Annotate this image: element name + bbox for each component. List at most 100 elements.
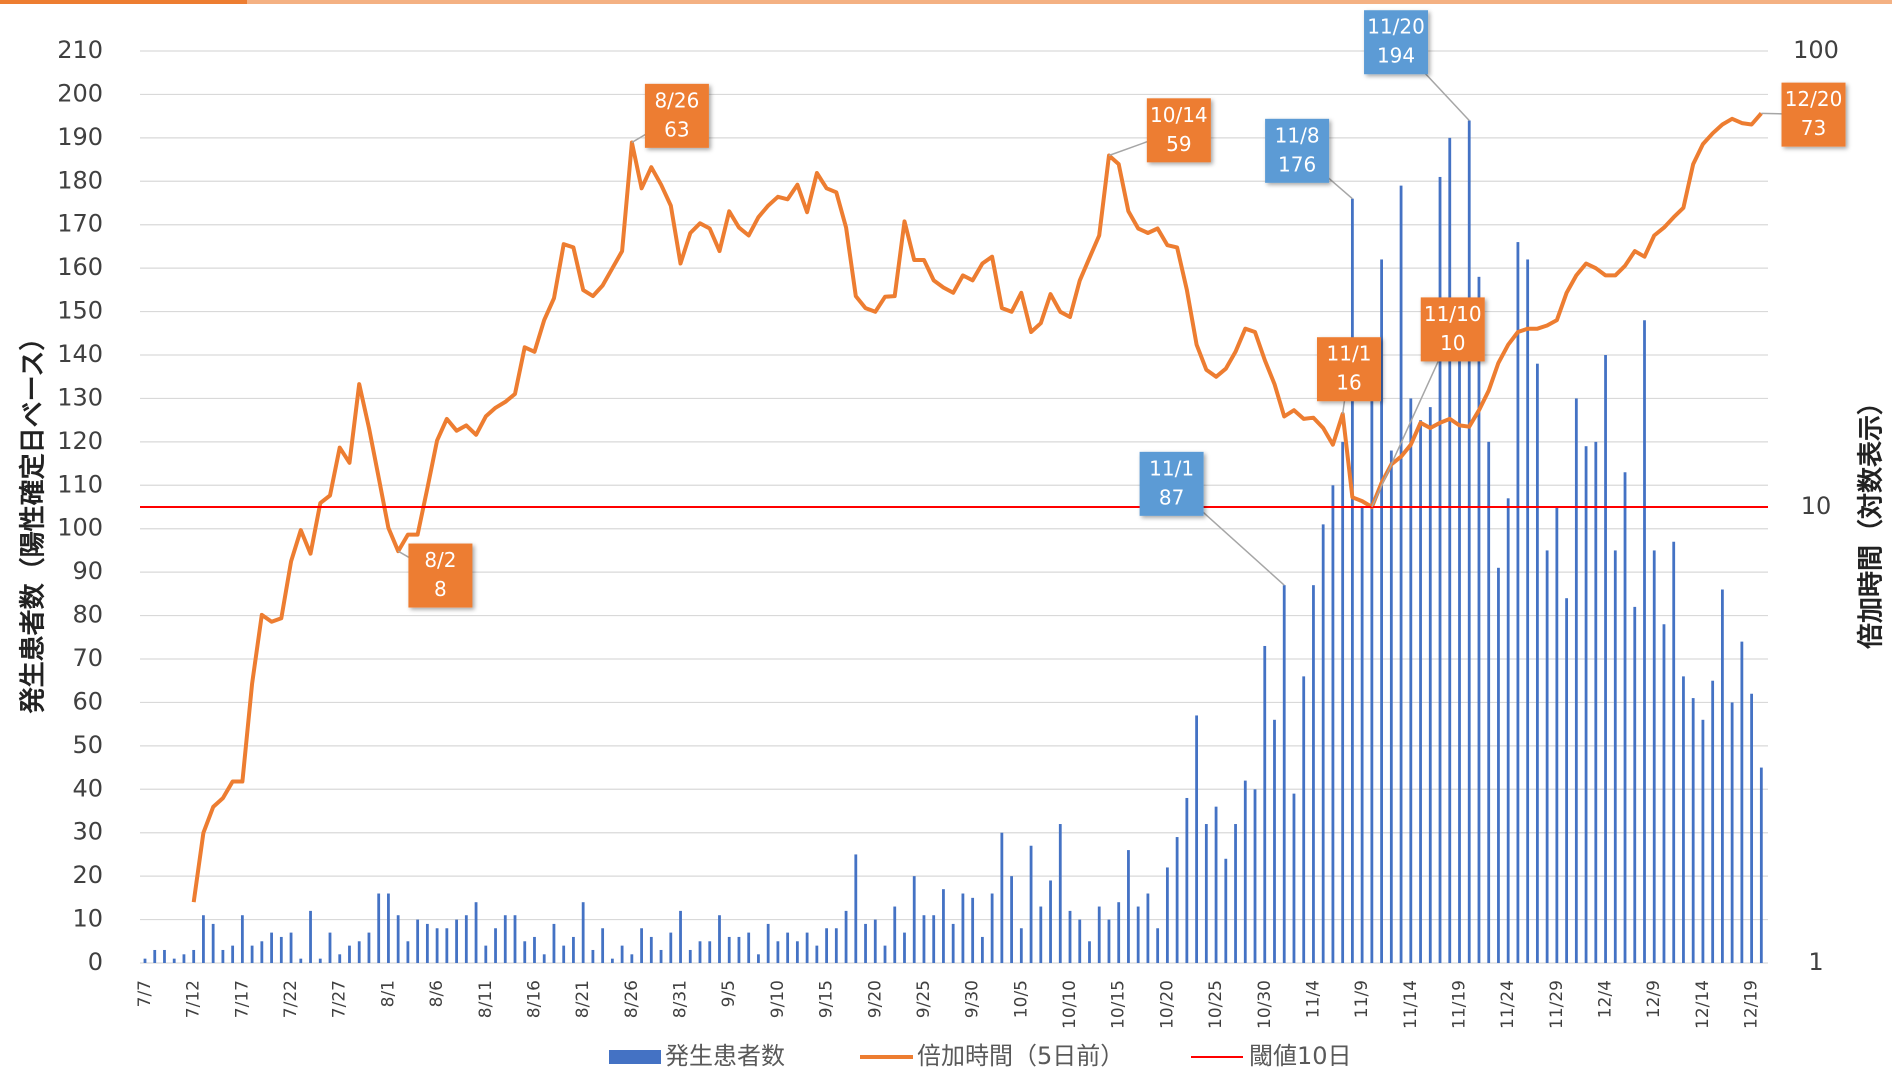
bar xyxy=(1107,919,1111,963)
bar xyxy=(834,928,838,963)
x-tick-label: 12/19 xyxy=(1742,980,1762,1029)
bar xyxy=(1633,606,1637,963)
bar xyxy=(640,928,643,963)
x-tick-label: 12/4 xyxy=(1596,980,1616,1018)
bar xyxy=(903,932,906,963)
bar xyxy=(971,897,975,963)
bar xyxy=(942,889,945,963)
callout: 12/20 73 xyxy=(1781,82,1846,147)
x-tick-label: 7/17 xyxy=(232,980,252,1018)
bar xyxy=(552,923,556,963)
x-tick-label: 9/30 xyxy=(963,980,983,1018)
top-bar xyxy=(0,0,1892,4)
x-tick-label: 10/20 xyxy=(1157,980,1177,1029)
bar xyxy=(757,954,760,963)
bar xyxy=(718,915,721,963)
bar xyxy=(1136,906,1140,963)
bar xyxy=(1584,446,1588,963)
bar xyxy=(893,906,897,963)
bar xyxy=(1273,719,1276,963)
callout-date: 11/1 xyxy=(1327,342,1372,366)
bar xyxy=(708,941,712,963)
callout: 8/26 63 xyxy=(644,83,709,148)
bar xyxy=(299,958,303,963)
bar xyxy=(240,915,244,963)
bar xyxy=(747,932,751,963)
bar xyxy=(1643,320,1646,963)
bar xyxy=(1292,793,1296,963)
bar xyxy=(1672,541,1676,963)
bar xyxy=(464,915,468,963)
bar xyxy=(328,932,332,963)
y-tick-label: 40 xyxy=(72,774,103,802)
bar xyxy=(523,941,527,963)
bar xyxy=(1409,398,1413,963)
x-tick-label: 11/9 xyxy=(1352,980,1372,1018)
callout-box xyxy=(1781,82,1846,147)
bar xyxy=(795,941,799,963)
bar xyxy=(1097,906,1101,963)
legend-swatch xyxy=(609,1050,661,1064)
bar xyxy=(1010,876,1013,963)
bar xyxy=(1165,867,1169,963)
x-tick-label: 12/9 xyxy=(1644,980,1664,1018)
bar xyxy=(864,923,867,963)
bar xyxy=(1331,485,1335,963)
bar xyxy=(1565,598,1569,963)
bar xyxy=(279,936,283,963)
bar xyxy=(1750,693,1754,963)
callout-value: 10 xyxy=(1440,331,1465,355)
bar xyxy=(250,945,254,963)
y-tick-label: 90 xyxy=(72,557,103,585)
y-tick-label: 100 xyxy=(57,514,103,542)
x-tick-label: 7/7 xyxy=(135,980,155,1007)
bar xyxy=(182,954,186,963)
x-tick-label: 8/1 xyxy=(378,980,398,1007)
x-tick-label: 11/24 xyxy=(1498,980,1518,1029)
bar xyxy=(1730,702,1734,963)
x-tick-label: 11/29 xyxy=(1547,980,1567,1029)
bar xyxy=(766,923,770,963)
x-tick-label: 8/31 xyxy=(671,980,691,1018)
bar xyxy=(202,915,205,963)
bar xyxy=(980,936,984,963)
x-tick-label: 9/20 xyxy=(865,980,885,1018)
y-tick-label: 120 xyxy=(57,427,103,455)
bar xyxy=(533,936,536,963)
bar xyxy=(990,893,994,963)
bar xyxy=(455,919,458,963)
bar xyxy=(163,949,166,963)
bar xyxy=(1360,507,1364,963)
bar xyxy=(377,893,381,963)
callout-box xyxy=(1316,337,1381,402)
y-tick-label: 170 xyxy=(57,210,103,238)
bar xyxy=(1312,585,1315,963)
bar xyxy=(873,919,877,963)
bar xyxy=(1156,928,1160,963)
bar xyxy=(192,949,196,963)
y-tick-label: 50 xyxy=(72,731,103,759)
bar xyxy=(620,945,624,963)
bar xyxy=(1000,832,1004,963)
bar xyxy=(1720,589,1724,963)
line xyxy=(191,111,1763,903)
bar xyxy=(1535,363,1539,964)
y-tick-label: 110 xyxy=(57,470,103,498)
bar xyxy=(1545,550,1549,963)
callout-box xyxy=(1146,98,1211,163)
bar xyxy=(1555,507,1559,963)
x-tick-label: 8/21 xyxy=(573,980,593,1018)
bar xyxy=(1682,676,1685,963)
bar xyxy=(786,932,790,963)
callout-value: 63 xyxy=(664,117,689,141)
callout-date: 8/2 xyxy=(424,548,456,572)
bar xyxy=(679,910,682,963)
bar xyxy=(1419,420,1422,964)
bar xyxy=(1127,850,1130,963)
bar xyxy=(688,949,692,963)
bar xyxy=(318,958,322,963)
bar xyxy=(231,945,235,963)
callout-box xyxy=(1139,451,1204,516)
bar xyxy=(289,932,293,963)
